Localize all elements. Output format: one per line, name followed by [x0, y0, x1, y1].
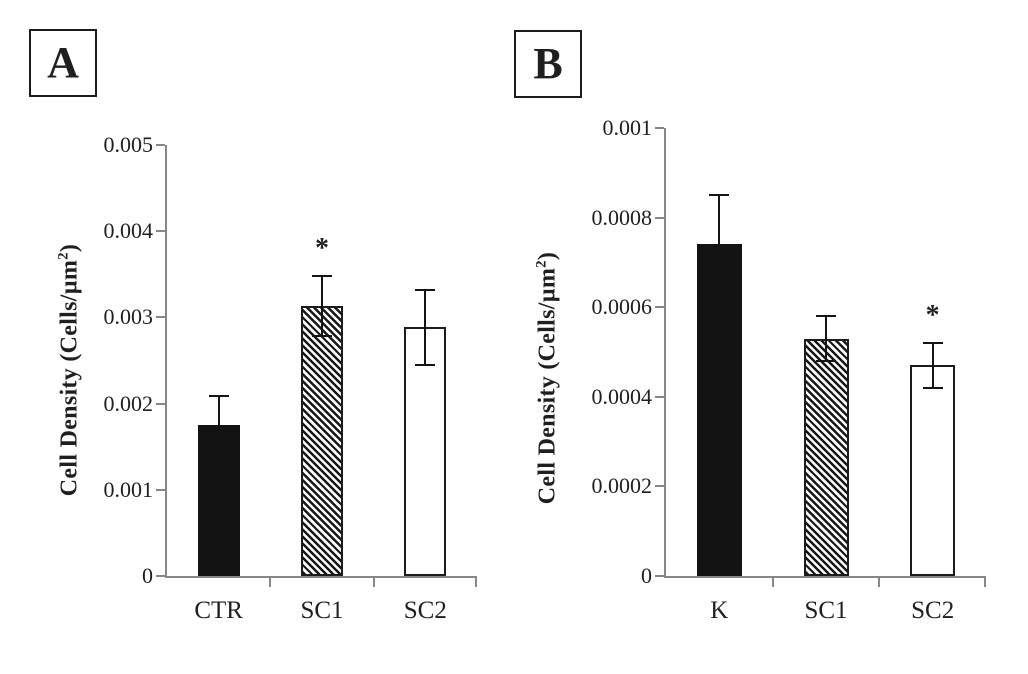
panel-b-letter: B	[533, 39, 563, 88]
error-bar-cap-bottom-k	[709, 292, 730, 295]
error-bar-line-ctr	[217, 395, 220, 455]
significance-asterisk-sc2: *	[925, 300, 940, 332]
x-axis-tick	[878, 578, 881, 587]
y-axis-tick-label: 0.004	[103, 218, 154, 244]
y-axis-tick-label: 0.001	[103, 476, 154, 502]
error-bar-line-k	[718, 195, 721, 294]
error-bar-cap-top-k	[709, 194, 730, 197]
x-category-label-sc1: SC1	[804, 597, 848, 624]
y-axis-tick	[655, 306, 664, 309]
panel-a-label-box: A	[29, 29, 97, 97]
y-axis-tick	[156, 144, 165, 146]
error-bar-cap-bottom-sc2	[922, 386, 943, 389]
error-bar-cap-bottom-sc1	[312, 335, 332, 338]
y-axis-tick	[655, 575, 664, 577]
x-axis-tick	[372, 578, 375, 587]
bar-sc1	[803, 338, 849, 576]
x-category-label-sc2: SC2	[403, 597, 447, 624]
x-axis-end-tick	[475, 578, 477, 587]
bar-sc2	[910, 365, 956, 576]
x-category-label-k: K	[710, 597, 729, 624]
y-axis-tick-label: 0.001	[602, 115, 653, 140]
error-bar-line-sc1	[321, 276, 323, 337]
y-axis-tick-label: 0	[641, 563, 652, 588]
y-axis-tick-label: 0.0008	[591, 204, 653, 230]
x-axis-end-tick	[984, 578, 986, 587]
error-bar-cap-top-sc2	[922, 342, 943, 345]
y-axis-tick	[156, 230, 165, 233]
y-axis-tick	[655, 216, 664, 219]
error-bar-cap-top-ctr	[208, 394, 229, 397]
significance-asterisk-sc1: *	[315, 233, 329, 265]
bar-sc2	[404, 326, 447, 576]
y-axis-line	[165, 145, 167, 578]
error-bar-cap-bottom-ctr	[208, 453, 229, 456]
y-axis-tick	[156, 316, 165, 319]
x-category-label-sc2: SC2	[911, 597, 955, 624]
x-axis-tick	[269, 578, 272, 587]
y-axis-tick	[156, 488, 165, 491]
y-axis-tick-label: 0.005	[103, 132, 154, 157]
y-axis-tick	[156, 402, 165, 405]
y-axis-tick	[156, 575, 165, 577]
y-axis-tick	[655, 395, 664, 398]
error-bar-cap-bottom-sc2	[415, 363, 436, 366]
y-axis-tick-label: 0	[142, 563, 153, 588]
error-bar-line-sc1	[825, 316, 827, 361]
y-axis-tick-label: 0.003	[103, 304, 154, 330]
x-category-label-sc1: SC1	[300, 597, 344, 624]
x-axis-line	[664, 576, 986, 578]
error-bar-cap-bottom-sc1	[816, 359, 836, 362]
error-bar-line-sc2	[931, 343, 934, 388]
y-axis-tick-label: 0.002	[103, 390, 154, 416]
y-axis-tick-label: 0.0002	[591, 473, 653, 499]
error-bar-cap-top-sc1	[312, 275, 332, 278]
y-axis-tick-label: 0.0004	[591, 383, 653, 409]
x-category-label-ctr: CTR	[194, 597, 243, 624]
y-axis-tick-label: 0.0006	[591, 294, 653, 320]
x-axis-line	[165, 576, 477, 578]
y-axis-line	[664, 128, 666, 578]
panel-a-letter: A	[47, 38, 79, 87]
bar-k	[696, 244, 742, 576]
bar-sc1	[301, 306, 343, 576]
x-axis-tick	[771, 578, 774, 587]
error-bar-cap-top-sc2	[415, 288, 436, 291]
panel-b-label-box: B	[514, 30, 582, 98]
error-bar-cap-top-sc1	[816, 315, 836, 318]
y-axis-tick	[655, 127, 664, 129]
y-axis-tick	[655, 485, 664, 488]
error-bar-line-sc2	[424, 289, 427, 365]
